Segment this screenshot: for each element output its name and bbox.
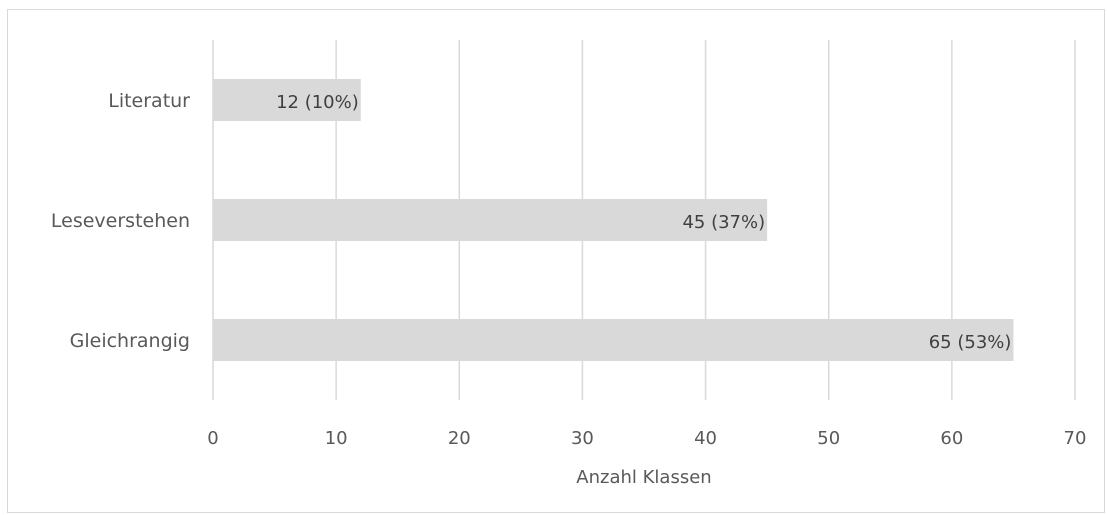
x-tick-label-50: 50 <box>817 428 840 449</box>
x-tick-label-70: 70 <box>1064 428 1087 449</box>
x-tick-labels: 0 10 20 30 40 50 60 70 <box>207 428 1086 449</box>
x-tick-label-30: 30 <box>571 428 594 449</box>
bars <box>213 79 1014 361</box>
data-label-gleichrangig: 65 (53%) <box>929 332 1012 353</box>
bar-gleichrangig <box>213 319 1014 361</box>
chart-frame <box>7 9 1105 513</box>
bar-literatur <box>213 79 361 121</box>
data-label-leseverstehen: 45 (37%) <box>682 212 765 233</box>
data-labels: 65 (53%) 45 (37%) 12 (10%) <box>276 92 1011 353</box>
x-tick-label-0: 0 <box>207 428 218 449</box>
category-label-leseverstehen: Leseverstehen <box>51 210 190 232</box>
x-tick-label-60: 60 <box>940 428 963 449</box>
x-axis-title: Anzahl Klassen <box>576 467 711 488</box>
data-label-literatur: 12 (10%) <box>276 92 359 113</box>
category-label-literatur: Literatur <box>108 90 190 112</box>
x-tick-label-20: 20 <box>448 428 471 449</box>
category-label-gleichrangig: Gleichrangig <box>70 330 190 352</box>
category-labels: Gleichrangig Leseverstehen Literatur <box>51 90 190 352</box>
x-tick-label-40: 40 <box>694 428 717 449</box>
x-tick-label-10: 10 <box>325 428 348 449</box>
bar-leseverstehen <box>213 199 768 241</box>
